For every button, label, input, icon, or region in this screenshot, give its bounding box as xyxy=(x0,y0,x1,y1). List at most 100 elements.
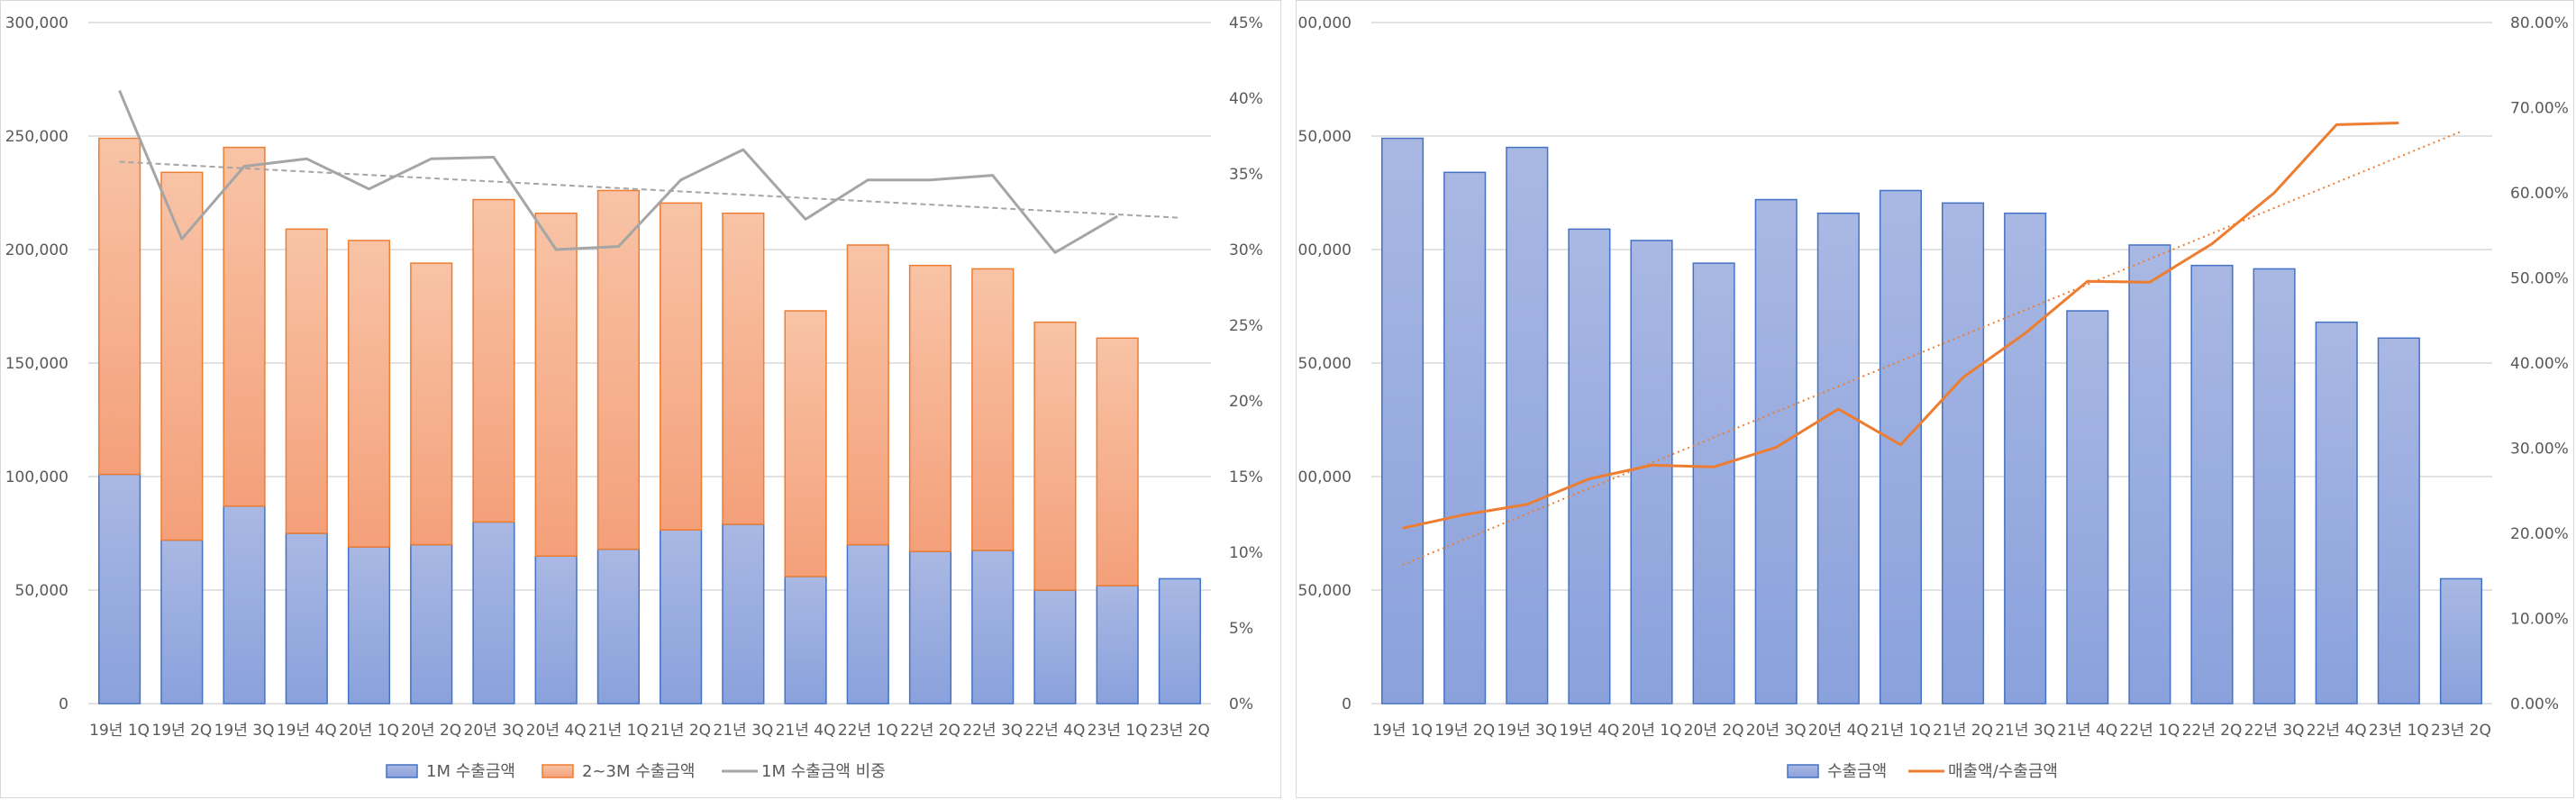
x-axis-tick-label: 21년 4Q xyxy=(776,722,836,740)
bar-m23 xyxy=(223,146,266,507)
y-axis-tick-label: 300,000 xyxy=(5,14,68,32)
y2-axis-tick-label: 30.00% xyxy=(2510,441,2569,459)
bar-m23 xyxy=(98,137,141,476)
bar-m1 xyxy=(160,539,204,705)
bar-m23 xyxy=(596,189,640,550)
y2-axis-tick-label: 10% xyxy=(1229,544,1263,562)
x-axis-tick-label: 19년 3Q xyxy=(1497,722,1557,740)
y-axis-tick-label: 250,000 xyxy=(1297,128,1352,146)
bar-m1 xyxy=(908,550,952,705)
y2-axis-tick-label: 0.00% xyxy=(2510,695,2559,714)
x-axis-tick-label: 22년 2Q xyxy=(900,722,960,740)
x-axis-tick-label: 20년 1Q xyxy=(339,722,399,740)
bar-m23 xyxy=(784,310,827,577)
y2-axis-tick-label: 20% xyxy=(1229,393,1263,411)
x-axis-tick-label: 21년 1Q xyxy=(588,722,649,740)
bar-m1 xyxy=(1692,262,1735,705)
x-axis-tick-label: 23년 2Q xyxy=(1150,722,1210,740)
x-axis-tick-label: 22년 1Q xyxy=(2119,722,2180,740)
legend-swatch xyxy=(1787,764,1819,778)
bar-m1 xyxy=(2377,337,2420,705)
x-axis-tick-label: 22년 4Q xyxy=(1025,722,1086,740)
bar-m23 xyxy=(1033,321,1077,591)
y-axis-tick-label: 250,000 xyxy=(5,128,68,146)
y2-axis-tick-label: 40.00% xyxy=(2510,355,2569,373)
bar-m1 xyxy=(596,548,640,705)
y2-axis-tick-label: 25% xyxy=(1229,317,1263,335)
x-axis-tick-label: 22년 3Q xyxy=(2244,722,2305,740)
x-axis-tick-label: 19년 2Q xyxy=(1434,722,1495,740)
x-axis-tick-label: 21년 3Q xyxy=(1995,722,2055,740)
bar-m1 xyxy=(410,543,453,705)
bar-m1 xyxy=(1879,189,1923,705)
x-axis-tick-label: 19년 1Q xyxy=(1372,722,1433,740)
export-vs-sales-ratio-chart: 0 50,000 100,000 150,000 200,000 250,000 300,0… xyxy=(1296,0,2574,798)
bar-m23 xyxy=(160,171,204,541)
y2-axis-tick-label: 50.00% xyxy=(2510,270,2569,288)
legend-label: 매출액/수출금액 xyxy=(1948,762,2058,781)
bar-m1 xyxy=(1158,577,1201,705)
x-axis-tick-label: 20년 2Q xyxy=(401,722,461,740)
bar-m1 xyxy=(1443,171,1487,705)
y-axis-tick-label: 200,000 xyxy=(1297,241,1352,259)
bar-m1 xyxy=(2315,321,2358,705)
y2-axis-tick-label: 70.00% xyxy=(2510,100,2569,118)
x-axis-tick-label: 20년 4Q xyxy=(526,722,587,740)
trendline xyxy=(1402,131,2462,566)
bar-m1 xyxy=(722,523,765,705)
bar-m1 xyxy=(347,546,391,705)
bar-m1 xyxy=(660,529,703,705)
legend-swatch xyxy=(386,764,418,778)
bar-m1 xyxy=(534,555,578,705)
x-axis-tick-label: 20년 3Q xyxy=(464,722,524,740)
x-axis-tick-label: 19년 1Q xyxy=(89,722,150,740)
bar-m23 xyxy=(1096,337,1139,586)
bar-m23 xyxy=(285,228,328,534)
bar-m23 xyxy=(660,202,703,531)
y2-axis-tick-label: 10.00% xyxy=(2510,611,2569,629)
x-axis-tick-label: 19년 2Q xyxy=(151,722,212,740)
bar-m23 xyxy=(534,212,578,557)
bar-m1 xyxy=(1096,585,1139,705)
bar-m23 xyxy=(410,262,453,546)
y2-axis-tick-label: 40% xyxy=(1229,90,1263,108)
y2-axis-tick-label: 35% xyxy=(1229,166,1263,184)
y-axis-tick-label: 50,000 xyxy=(15,582,68,600)
x-axis-tick-label: 22년 2Q xyxy=(2182,722,2243,740)
bar-m1 xyxy=(1630,240,1673,705)
bar-m23 xyxy=(347,240,391,548)
legend-label: 1M 수출금액 비중 xyxy=(761,762,886,781)
export-composition-chart-svg: 0 50,000 100,000 150,000 200,000 250,000 300,0… xyxy=(5,14,1263,781)
y-axis-tick-label: 0 xyxy=(59,695,68,714)
x-axis-tick-label: 19년 4Q xyxy=(1559,722,1619,740)
bar-m1 xyxy=(784,576,827,705)
x-axis-tick-label: 20년 1Q xyxy=(1622,722,1682,740)
x-axis-tick-label: 21년 1Q xyxy=(1871,722,1931,740)
series-line xyxy=(1402,122,2399,530)
y2-axis-tick-label: 80.00% xyxy=(2510,14,2569,32)
bar-m1 xyxy=(1816,212,1860,705)
series-line xyxy=(118,90,1118,254)
y2-axis-tick-label: 60.00% xyxy=(2510,185,2569,203)
bar-m23 xyxy=(971,268,1015,551)
x-axis-tick-label: 23년 1Q xyxy=(2369,722,2429,740)
bar-m1 xyxy=(2004,212,2047,705)
bar-m1 xyxy=(2253,268,2296,705)
y2-axis-tick-label: 45% xyxy=(1229,14,1263,32)
bar-m1 xyxy=(223,505,266,705)
y2-axis-tick-label: 15% xyxy=(1229,468,1263,486)
legend-label: 2~3M 수출금액 xyxy=(582,762,695,781)
export-composition-chart: 0 50,000 100,000 150,000 200,000 250,000 300,0… xyxy=(0,0,1281,798)
x-axis-tick-label: 21년 4Q xyxy=(2057,722,2117,740)
y-axis-tick-label: 100,000 xyxy=(5,468,68,486)
bar-m1 xyxy=(971,550,1015,705)
legend-label: 1M 수출금액 xyxy=(426,762,515,781)
bar-m1 xyxy=(846,543,889,705)
bar-m1 xyxy=(1506,146,1549,705)
bar-m1 xyxy=(98,473,141,705)
bar-m23 xyxy=(908,264,952,552)
x-axis-tick-label: 20년 2Q xyxy=(1684,722,1744,740)
y-axis-tick-label: 300,000 xyxy=(1297,14,1352,32)
legend-swatch xyxy=(542,764,574,778)
legend-label: 수출금액 xyxy=(1827,762,1887,781)
